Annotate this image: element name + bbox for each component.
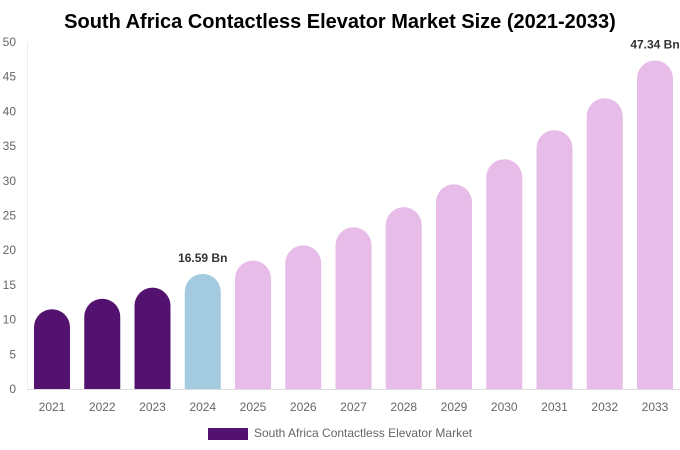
- x-tick-label: 2026: [290, 400, 317, 414]
- y-tick-label: 45: [3, 70, 17, 84]
- y-tick-label: 40: [3, 104, 17, 118]
- x-tick-label: 2028: [390, 400, 417, 414]
- data-label: 47.34 Bn: [630, 37, 679, 51]
- bar-2023[interactable]: [134, 287, 171, 389]
- x-tick-label: 2029: [441, 400, 468, 414]
- y-tick-label: 30: [3, 174, 17, 188]
- y-tick-label: 0: [9, 382, 16, 396]
- bar-2027[interactable]: [335, 227, 372, 389]
- y-tick-label: 20: [3, 243, 17, 257]
- x-tick-label: 2022: [89, 400, 116, 414]
- bar-2022[interactable]: [84, 298, 121, 389]
- y-tick-label: 50: [3, 35, 17, 49]
- bar-2024[interactable]: [184, 273, 221, 389]
- y-tick-label: 5: [9, 347, 16, 361]
- x-tick-label: 2033: [642, 400, 669, 414]
- bar-2032[interactable]: [586, 98, 623, 390]
- legend-label[interactable]: South Africa Contactless Elevator Market: [254, 426, 473, 440]
- x-tick-label: 2025: [240, 400, 267, 414]
- y-tick-label: 15: [3, 278, 17, 292]
- bar-2033[interactable]: [637, 60, 673, 389]
- data-label: 16.59 Bn: [178, 251, 227, 265]
- legend-swatch: [208, 428, 248, 440]
- x-tick-label: 2021: [39, 400, 66, 414]
- bar-2025[interactable]: [235, 260, 271, 389]
- bar-2026[interactable]: [285, 245, 322, 389]
- x-tick-label: 2031: [541, 400, 568, 414]
- x-tick-label: 2023: [139, 400, 166, 414]
- bar-2028[interactable]: [385, 207, 422, 389]
- x-tick-label: 2027: [340, 400, 367, 414]
- x-tick-label: 2030: [491, 400, 518, 414]
- bar-2021[interactable]: [34, 309, 70, 389]
- x-tick-label: 2024: [189, 400, 216, 414]
- bar-2029[interactable]: [436, 184, 472, 389]
- chart-title: South Africa Contactless Elevator Market…: [64, 11, 616, 33]
- bar-2031[interactable]: [536, 130, 573, 389]
- y-tick-label: 25: [3, 209, 17, 223]
- y-tick-label: 10: [3, 313, 17, 327]
- bar-2030[interactable]: [486, 159, 523, 389]
- y-tick-label: 35: [3, 139, 17, 153]
- x-tick-label: 2032: [591, 400, 618, 414]
